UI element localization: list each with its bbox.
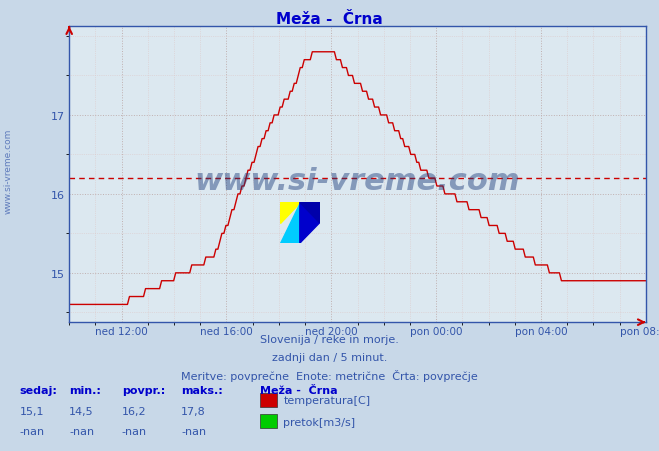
Text: www.si-vreme.com: www.si-vreme.com: [3, 129, 13, 214]
Text: temperatura[C]: temperatura[C]: [283, 396, 370, 405]
Text: www.si-vreme.com: www.si-vreme.com: [194, 166, 521, 195]
Text: 17,8: 17,8: [181, 406, 206, 416]
Polygon shape: [280, 203, 300, 223]
Text: pretok[m3/s]: pretok[m3/s]: [283, 417, 355, 427]
Text: Meža -  Črna: Meža - Črna: [260, 386, 338, 396]
Text: -nan: -nan: [69, 426, 94, 436]
Text: 16,2: 16,2: [122, 406, 146, 416]
Text: maks.:: maks.:: [181, 386, 223, 396]
Text: -nan: -nan: [20, 426, 45, 436]
Text: -nan: -nan: [122, 426, 147, 436]
Text: 14,5: 14,5: [69, 406, 94, 416]
Text: min.:: min.:: [69, 386, 101, 396]
Text: 15,1: 15,1: [20, 406, 44, 416]
Polygon shape: [280, 203, 300, 244]
Text: zadnji dan / 5 minut.: zadnji dan / 5 minut.: [272, 352, 387, 362]
Text: povpr.:: povpr.:: [122, 386, 165, 396]
Polygon shape: [300, 203, 320, 244]
Text: -nan: -nan: [181, 426, 206, 436]
Polygon shape: [300, 203, 320, 223]
Text: Meža -  Črna: Meža - Črna: [276, 12, 383, 27]
Text: Meritve: povprečne  Enote: metrične  Črta: povprečje: Meritve: povprečne Enote: metrične Črta:…: [181, 369, 478, 381]
Text: Slovenija / reke in morje.: Slovenija / reke in morje.: [260, 335, 399, 345]
Text: sedaj:: sedaj:: [20, 386, 57, 396]
